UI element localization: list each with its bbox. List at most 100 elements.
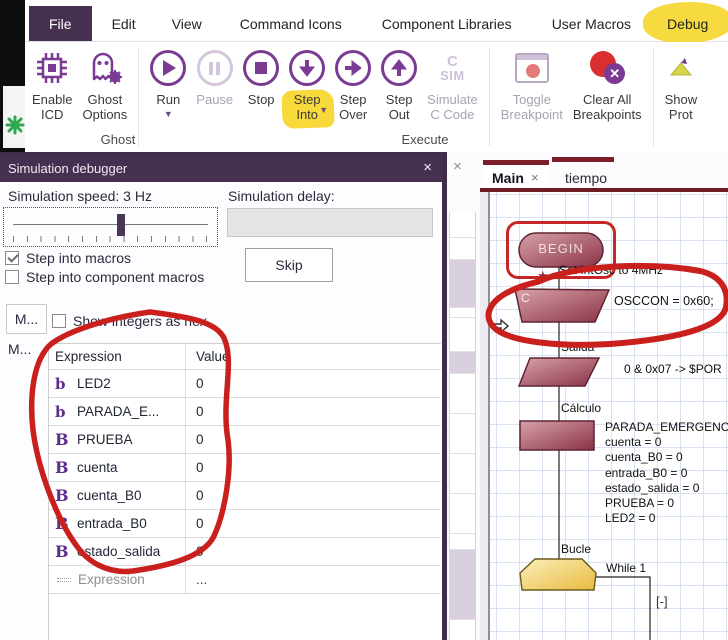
c-block-code: OSCCON = 0x60; xyxy=(614,294,714,308)
debugger-close-icon[interactable]: × xyxy=(423,159,432,176)
ghost-options-button[interactable]: Ghost Options xyxy=(82,46,127,122)
header-expression: Expression xyxy=(49,344,186,369)
checkbox-box[interactable] xyxy=(5,270,19,284)
step-into-button[interactable]: Step Into ▼ xyxy=(281,46,335,129)
run-button[interactable]: Run ▼ xyxy=(150,46,187,119)
c-sim-icon: C SIM xyxy=(440,53,465,83)
menu-view[interactable]: View xyxy=(171,16,202,32)
clear-all-breakpoints-button[interactable]: ✕ Clear All Breakpoints xyxy=(573,46,642,122)
step-into-icon xyxy=(289,46,326,90)
debugger-title: Simulation debugger xyxy=(8,161,128,176)
strip-close-icon[interactable]: × xyxy=(453,158,462,175)
byte-var-icon: B xyxy=(55,514,69,533)
macro-button-2[interactable]: M... xyxy=(8,341,32,357)
checkbox-step-into-macros[interactable]: Step into macros xyxy=(5,250,131,266)
table-header-row: Expression Value xyxy=(49,344,441,370)
tab-bar-mark xyxy=(552,157,614,162)
execution-cursor-icon xyxy=(493,318,510,334)
slider-handle[interactable] xyxy=(117,214,125,236)
delay-input[interactable] xyxy=(227,208,433,237)
speed-slider[interactable] xyxy=(3,207,218,247)
menu-user-macros[interactable]: User Macros xyxy=(551,16,632,32)
table-row[interactable]: B PRUEBA 0 xyxy=(49,426,441,454)
toolbar-separator xyxy=(652,48,654,146)
toggle-breakpoint-button: Toggle Breakpoint xyxy=(501,46,563,122)
menu-file[interactable]: File xyxy=(29,6,92,41)
group-label-execute: Execute xyxy=(401,132,449,147)
byte-var-icon: B xyxy=(55,458,69,477)
pause-button: Pause xyxy=(196,46,233,108)
step-out-icon xyxy=(381,46,418,90)
stop-icon xyxy=(243,46,280,90)
checkbox-show-hex[interactable]: Show integers as hex xyxy=(52,313,207,329)
background-window-fragment xyxy=(3,86,25,148)
menu-edit[interactable]: Edit xyxy=(111,16,136,32)
byte-var-icon: B xyxy=(55,542,69,561)
header-value: Value xyxy=(196,349,230,364)
ghost-gear-icon xyxy=(84,46,126,90)
checkbox-box[interactable] xyxy=(5,251,19,265)
comment-star-icon: ★ xyxy=(537,268,549,283)
tab-active-bar xyxy=(483,160,549,165)
calculo-shape[interactable] xyxy=(519,420,595,451)
new-expression-row[interactable]: Expression ... xyxy=(49,566,441,594)
group-label-ghost: Ghost xyxy=(100,132,136,147)
expression-table: Expression Value b LED2 0 b PARADA_E... 0 … xyxy=(48,343,441,640)
salida-code: 0 & 0x07 -> $POR xyxy=(624,362,722,376)
speed-label: Simulation speed: 3 Hz xyxy=(8,188,152,204)
while-condition: While 1 xyxy=(606,561,647,575)
checkbox-step-component-macros[interactable]: Step into component macros xyxy=(5,269,204,285)
simulation-debugger-panel: Simulation debugger × Simulation speed: … xyxy=(0,152,447,640)
calculo-label: Cálculo xyxy=(561,401,602,415)
placeholder-icon xyxy=(57,577,71,582)
step-into-dropdown-arrow[interactable]: ▼ xyxy=(319,105,329,116)
delay-label: Simulation delay: xyxy=(228,188,335,204)
run-dropdown-arrow[interactable]: ▼ xyxy=(163,108,173,119)
strip-cell-column xyxy=(449,212,476,640)
excel-like-icon xyxy=(5,115,25,135)
show-prot-button[interactable]: Show Prot xyxy=(665,46,697,122)
flowchart-editor-panel: Main × tiempo xyxy=(480,152,728,640)
prot-triangle-icon xyxy=(668,46,694,90)
toolbar-separator xyxy=(488,48,490,146)
slider-track xyxy=(13,224,208,225)
simulate-c-code-button: C SIM Simulate C Code xyxy=(427,46,478,122)
enable-icd-button[interactable]: Enable ICD xyxy=(32,46,72,122)
table-row[interactable]: b LED2 0 xyxy=(49,370,441,398)
checkbox-box[interactable] xyxy=(52,314,66,328)
calculo-code-lines: PARADA_EMERGENC cuenta = 0 cuenta_B0 = 0… xyxy=(605,420,728,526)
c-block-letter: C xyxy=(521,291,530,305)
macro-button-1[interactable]: M... xyxy=(6,304,47,334)
step-out-button[interactable]: Step Out xyxy=(381,46,418,122)
stop-button[interactable]: Stop xyxy=(243,46,280,108)
tab-close-icon[interactable]: × xyxy=(531,170,539,185)
editor-tab-bar: Main × tiempo xyxy=(480,152,728,192)
breakpoint-window-icon xyxy=(514,46,549,90)
menu-debug[interactable]: Debug xyxy=(642,0,728,46)
begin-label: BEGIN xyxy=(538,241,584,256)
run-icon xyxy=(150,46,187,90)
collapse-marker[interactable]: [-] xyxy=(656,594,668,609)
bucle-label: Bucle xyxy=(561,542,592,556)
toolbar-separator xyxy=(138,48,140,146)
bit-var-icon: b xyxy=(55,402,66,421)
flowchart-canvas[interactable]: BEGIN ★ Set IntOsc to 4MHz C OSCCON = 0x… xyxy=(488,192,728,640)
slider-ticks xyxy=(13,236,211,242)
table-row[interactable]: b PARADA_E... 0 xyxy=(49,398,441,426)
background-window-strip xyxy=(0,0,25,152)
menu-component-libraries[interactable]: Component Libraries xyxy=(381,16,512,32)
byte-var-icon: B xyxy=(55,486,69,505)
bucle-loop-shape[interactable] xyxy=(519,558,597,591)
tab-main[interactable]: Main × xyxy=(483,160,549,192)
debugger-title-bar[interactable]: Simulation debugger × xyxy=(0,155,442,182)
skip-button[interactable]: Skip xyxy=(245,248,333,282)
menu-command-icons[interactable]: Command Icons xyxy=(239,16,342,32)
salida-output-shape[interactable] xyxy=(517,357,601,387)
obscured-panel-strip: × xyxy=(447,152,480,640)
step-over-button[interactable]: Step Over xyxy=(335,46,372,122)
tab-tiempo[interactable]: tiempo xyxy=(552,157,614,192)
